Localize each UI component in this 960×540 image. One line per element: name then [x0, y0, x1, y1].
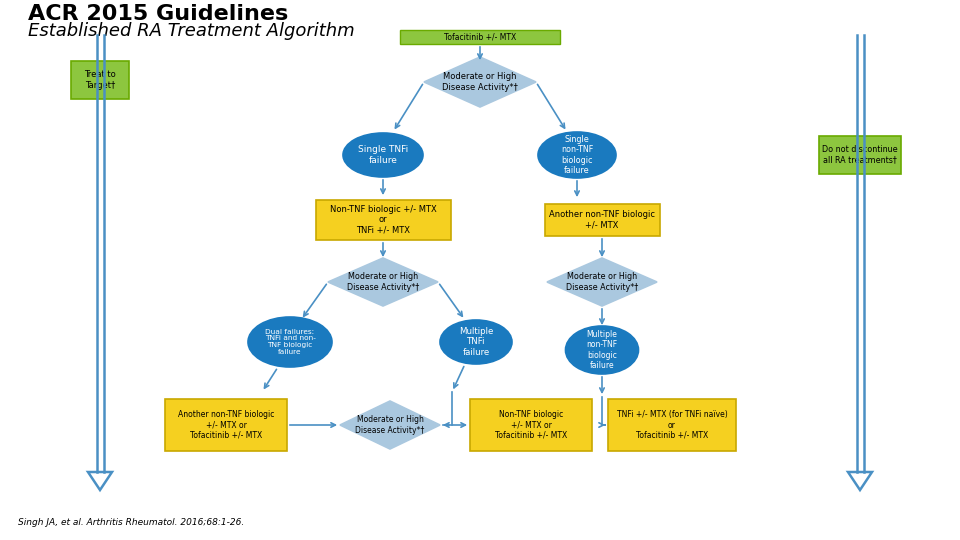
Polygon shape	[848, 472, 872, 490]
FancyBboxPatch shape	[165, 399, 287, 451]
Text: ACR 2015 Guidelines: ACR 2015 Guidelines	[28, 4, 288, 24]
Text: Non-TNF biologic +/- MTX
or
TNFi +/- MTX: Non-TNF biologic +/- MTX or TNFi +/- MTX	[329, 205, 437, 235]
Text: Moderate or High
Disease Activity*†: Moderate or High Disease Activity*†	[355, 415, 424, 435]
Ellipse shape	[248, 317, 332, 367]
Ellipse shape	[538, 132, 616, 178]
Text: Dual failures:
TNFi and non-
TNF biologic
failure: Dual failures: TNFi and non- TNF biologi…	[265, 328, 316, 355]
Text: Moderate or High
Disease Activity*†: Moderate or High Disease Activity*†	[347, 272, 420, 292]
Text: Another non-TNF biologic
+/- MTX: Another non-TNF biologic +/- MTX	[549, 210, 655, 230]
Ellipse shape	[440, 320, 512, 364]
Ellipse shape	[565, 326, 638, 374]
Text: Another non-TNF biologic
+/- MTX or
Tofacitinib +/- MTX: Another non-TNF biologic +/- MTX or Tofa…	[178, 410, 275, 440]
FancyBboxPatch shape	[470, 399, 592, 451]
FancyBboxPatch shape	[71, 61, 129, 99]
Polygon shape	[424, 57, 536, 107]
FancyBboxPatch shape	[819, 136, 901, 174]
FancyBboxPatch shape	[400, 30, 560, 44]
Polygon shape	[340, 401, 440, 449]
Text: Single TNFi
failure: Single TNFi failure	[358, 145, 408, 165]
FancyBboxPatch shape	[544, 204, 660, 236]
Text: Non-TNF biologic
+/- MTX or
Tofacitinib +/- MTX: Non-TNF biologic +/- MTX or Tofacitinib …	[494, 410, 567, 440]
Text: Multiple
non-TNF
biologic
failure: Multiple non-TNF biologic failure	[587, 330, 617, 370]
Text: Single
non-TNF
biologic
failure: Single non-TNF biologic failure	[561, 135, 593, 175]
Polygon shape	[328, 258, 438, 306]
Text: TNFi +/- MTX (for TNFi naïve)
or
Tofacitinib +/- MTX: TNFi +/- MTX (for TNFi naïve) or Tofacit…	[616, 410, 728, 440]
FancyBboxPatch shape	[608, 399, 736, 451]
Polygon shape	[547, 258, 657, 306]
Text: Established RA Treatment Algorithm: Established RA Treatment Algorithm	[28, 22, 354, 40]
Ellipse shape	[343, 133, 423, 177]
Text: Tofacitinib +/- MTX: Tofacitinib +/- MTX	[444, 32, 516, 42]
FancyBboxPatch shape	[316, 200, 450, 240]
Text: Do not discontinue
all RA treatments†: Do not discontinue all RA treatments†	[822, 145, 898, 165]
Text: Moderate or High
Disease Activity*†: Moderate or High Disease Activity*†	[565, 272, 638, 292]
Text: Moderate or High
Disease Activity*†: Moderate or High Disease Activity*†	[442, 72, 518, 92]
Polygon shape	[88, 472, 112, 490]
Text: Singh JA, et al. Arthritis Rheumatol. 2016;68:1-26.: Singh JA, et al. Arthritis Rheumatol. 20…	[18, 518, 244, 527]
Text: Multiple
TNFi
failure: Multiple TNFi failure	[459, 327, 493, 357]
Text: Treat to
Target†: Treat to Target†	[84, 70, 116, 90]
